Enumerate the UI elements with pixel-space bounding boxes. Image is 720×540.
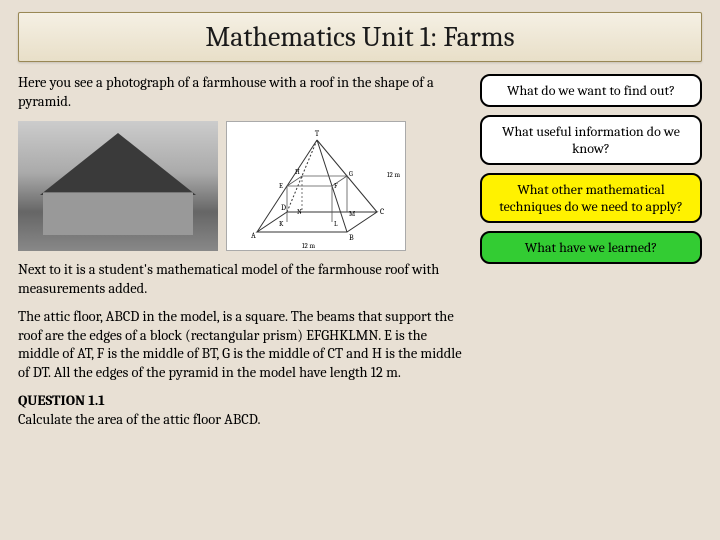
content-row: Here you see a photograph of a farmhouse… [18, 74, 702, 439]
label-E: E [279, 182, 283, 190]
label-M: M [349, 210, 355, 218]
intro-text: Here you see a photograph of a farmhouse… [18, 74, 466, 111]
label-N: N [297, 208, 302, 216]
left-column: Here you see a photograph of a farmhouse… [18, 74, 466, 439]
page-title: Mathematics Unit 1: Farms [19, 21, 701, 53]
right-column: What do we want to find out? What useful… [480, 74, 702, 439]
diagram-svg: T A B C D E F G H K L M N 12 m 1 [227, 122, 407, 252]
label-base: 12 m [302, 242, 315, 250]
body-text: The attic floor, ABCD in the model, is a… [18, 308, 466, 382]
slide: Mathematics Unit 1: Farms Here you see a… [0, 0, 720, 540]
question-block: QUESTION 1.1 Calculate the area of the a… [18, 392, 466, 429]
label-F: F [334, 182, 338, 190]
label-H: H [295, 168, 300, 176]
farmhouse-photo [18, 121, 218, 251]
label-B: B [349, 233, 354, 242]
label-height: 12 m [387, 171, 400, 179]
label-C: C [380, 207, 384, 216]
qbox-learned[interactable]: What have we learned? [480, 231, 702, 264]
qbox-find-out[interactable]: What do we want to find out? [480, 74, 702, 107]
title-bar: Mathematics Unit 1: Farms [18, 12, 702, 62]
label-L: L [334, 220, 338, 228]
label-K: K [279, 220, 284, 228]
label-T: T [315, 129, 320, 138]
qbox-techniques[interactable]: What other mathematical techniques do we… [480, 173, 702, 223]
qbox-useful-info[interactable]: What useful information do we know? [480, 115, 702, 165]
question-label: QUESTION 1.1 [18, 392, 105, 409]
label-G: G [349, 170, 353, 178]
question-text: Calculate the area of the attic floor AB… [18, 411, 260, 428]
label-A: A [251, 231, 256, 240]
pyramid-diagram: T A B C D E F G H K L M N 12 m 1 [226, 121, 406, 251]
images-row: T A B C D E F G H K L M N 12 m 1 [18, 121, 466, 251]
label-D: D [281, 203, 286, 212]
model-caption: Next to it is a student's mathematical m… [18, 261, 466, 298]
